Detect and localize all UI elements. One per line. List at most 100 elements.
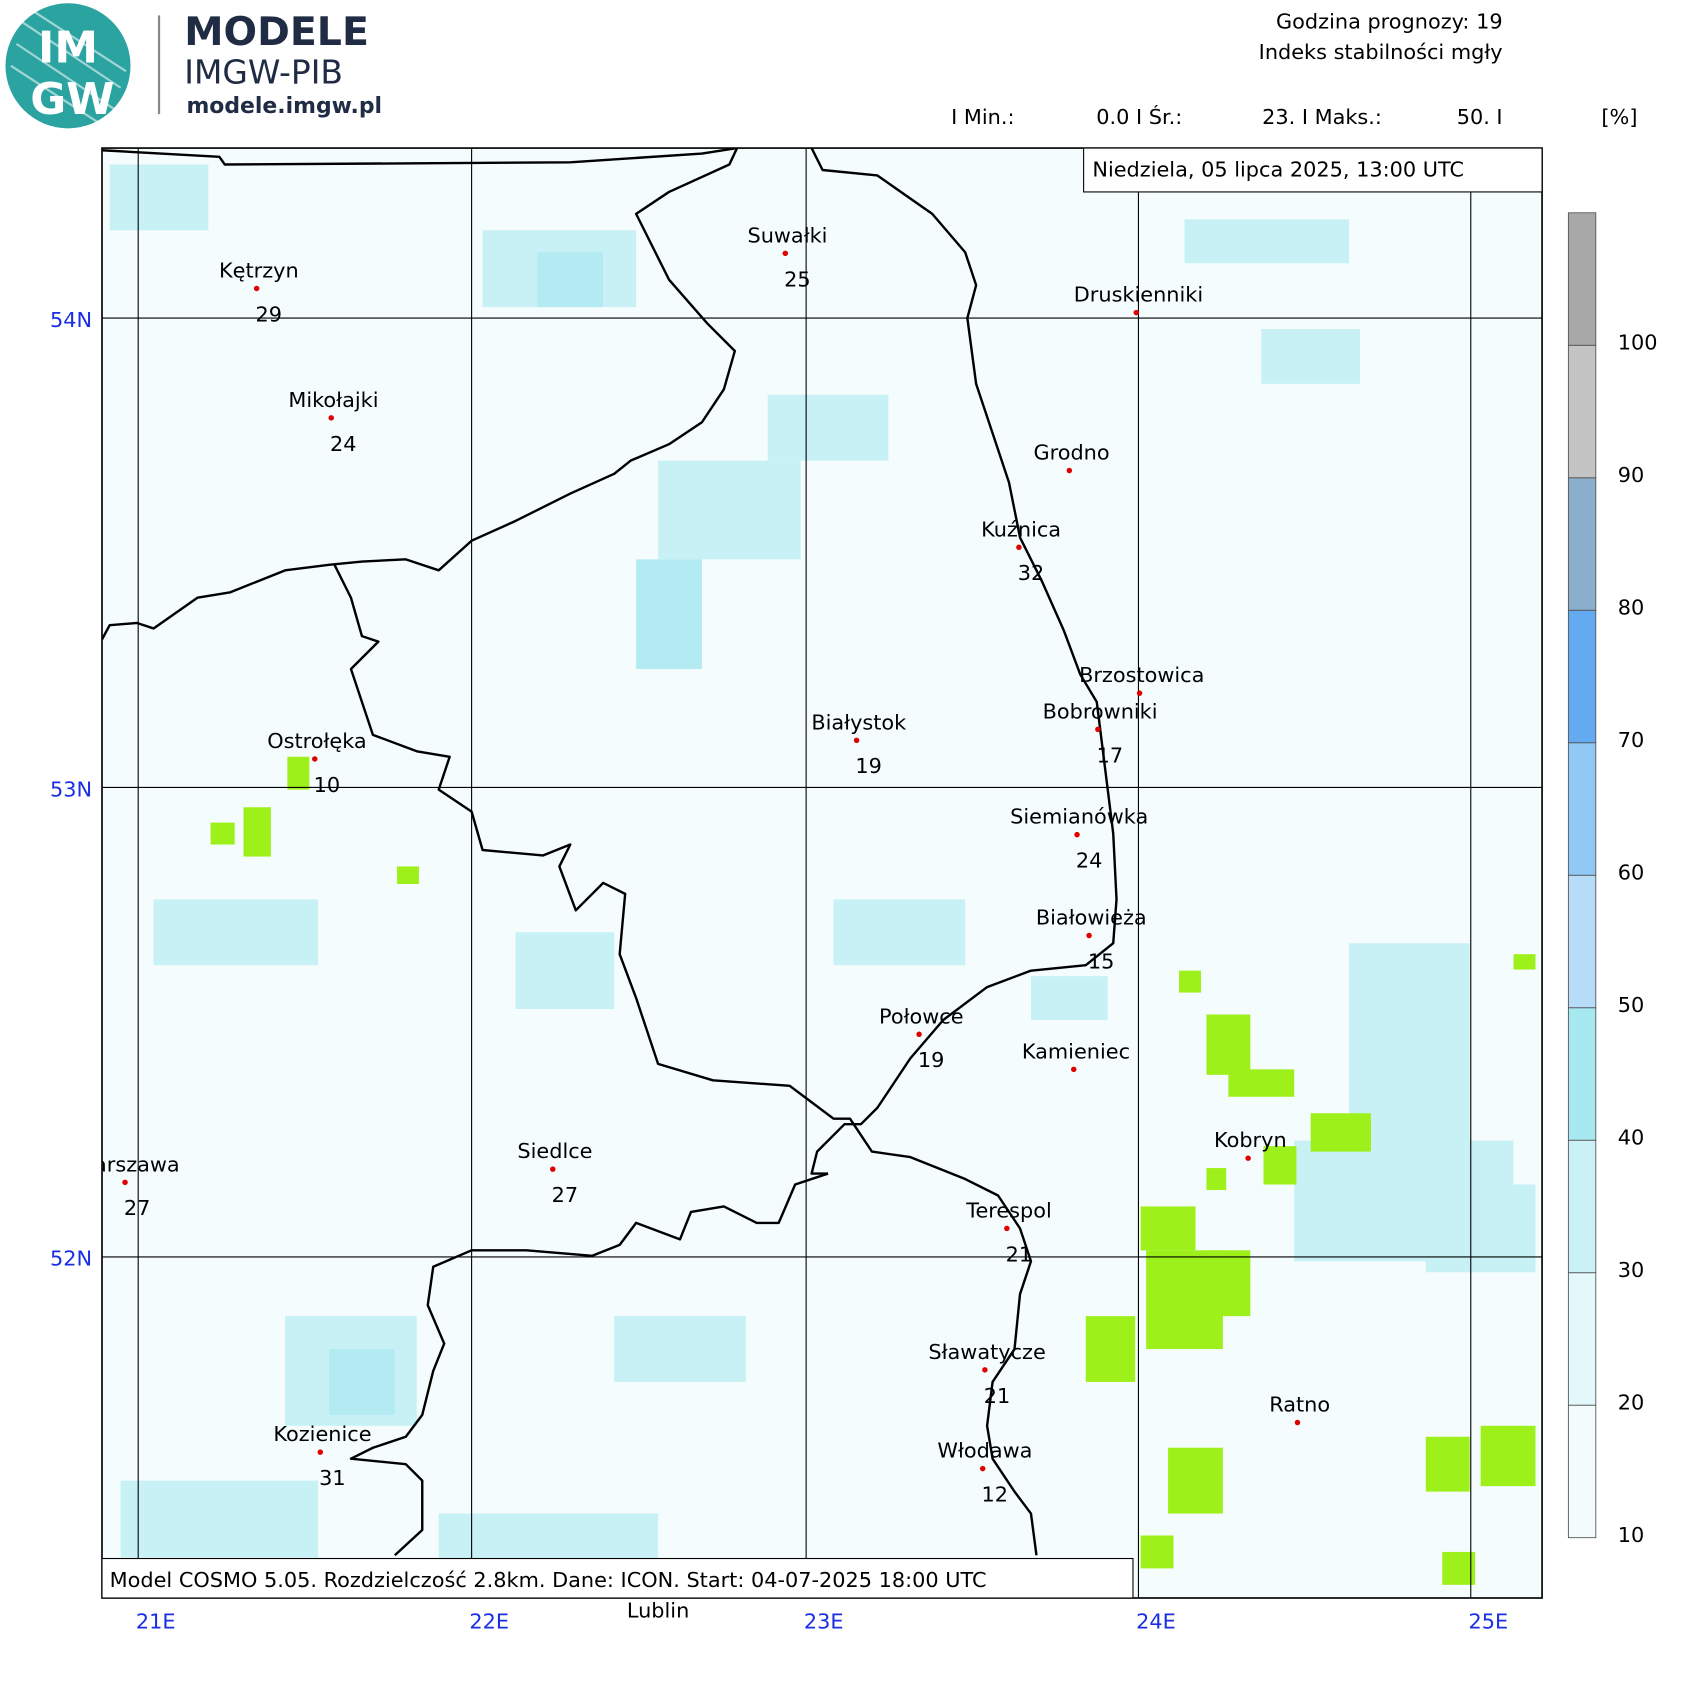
city-name: Brzostowica — [1079, 663, 1204, 687]
city-name: Połowce — [879, 1004, 964, 1028]
stat: I Min.: — [951, 105, 1014, 129]
city-dot — [1074, 831, 1080, 838]
colorbar-tick-label: 60 — [1618, 861, 1645, 885]
city-name: Kamieniec — [1022, 1039, 1130, 1063]
city-dot — [317, 1449, 323, 1455]
city-value: 29 — [255, 302, 282, 326]
longitude-label: 24E — [1136, 1610, 1176, 1634]
grid — [101, 148, 1543, 1598]
brand: MODELE — [184, 9, 369, 55]
city-dot — [982, 1367, 988, 1373]
logo: IM GW MODELE IMGW-PIB modele.imgw.pl — [5, 3, 382, 129]
city-value: 17 — [1097, 743, 1124, 767]
outside-label: Lublin — [627, 1599, 689, 1623]
map-area: Kętrzyn 29 Suwałki 25 Mikołajki 24 Druskiennik… — [75, 148, 1543, 1598]
fog-field — [109, 164, 1536, 1580]
colorbar-tick-label: 90 — [1618, 463, 1645, 487]
city-dot — [550, 1166, 556, 1172]
city-dot — [1086, 932, 1092, 939]
city-value: 19 — [918, 1048, 945, 1072]
city-name: Grodno — [1033, 441, 1109, 465]
city-dot — [916, 1031, 922, 1037]
city-name: Suwałki — [747, 223, 827, 247]
colorbar-tick-label: 20 — [1618, 1391, 1645, 1415]
city-name: Kobryn — [1214, 1128, 1287, 1152]
colorbar-tick-label: 100 — [1618, 331, 1658, 355]
forecast-hour: Godzina prognozy: 19 — [1276, 10, 1503, 34]
city-name: Druskienniki — [1074, 283, 1203, 307]
city-dot — [1294, 1419, 1301, 1426]
stat: 50. I — [1457, 105, 1503, 129]
colorbar-tick-label: 70 — [1618, 728, 1645, 752]
city-value: 25 — [784, 267, 811, 291]
city-name: Bobrowniki — [1043, 699, 1158, 723]
colorbar-segment — [1567, 874, 1597, 1009]
date-box — [1083, 147, 1543, 193]
city-value: 31 — [319, 1466, 346, 1490]
borders — [101, 148, 1118, 1557]
logo-circle — [5, 3, 131, 129]
website: modele.imgw.pl — [186, 94, 382, 119]
city-value: 15 — [1088, 949, 1115, 973]
city-dot — [1071, 1066, 1077, 1073]
city-dot — [1066, 467, 1073, 474]
city-dot — [1136, 690, 1143, 696]
colorbar-tick-label: 30 — [1618, 1258, 1645, 1282]
city-dot — [1095, 726, 1101, 733]
city-name: Warszawa — [75, 1152, 180, 1176]
footer: Model COSMO 5.05. Rozdzielczość 2.8km. D… — [110, 1568, 987, 1592]
city-name: Białystok — [811, 710, 906, 734]
unit: [%] — [1601, 105, 1637, 129]
index-name: Indeks stabilności mgły — [1259, 40, 1503, 64]
colorbar-segment — [1567, 1007, 1597, 1141]
stat: 23. I Maks.: — [1262, 105, 1382, 129]
colorbar: 10 20 30 40 50 60 70 80 90 100 — [1567, 212, 1658, 1547]
city-dot — [1245, 1155, 1251, 1161]
city-value: 24 — [330, 432, 357, 456]
longitude-label: 22E — [469, 1610, 509, 1634]
city-value: 27 — [124, 1196, 151, 1220]
latitude-label: 52N — [50, 1247, 92, 1271]
low-fog-patches — [210, 756, 1536, 1585]
colorbar-segment — [1567, 609, 1597, 744]
city-value: 21 — [1006, 1242, 1033, 1266]
stat: 0.0 I Śr.: — [1096, 104, 1182, 129]
city-name: Ostrołęka — [267, 729, 366, 753]
colorbar-segment — [1567, 1272, 1597, 1406]
city-value: 19 — [855, 754, 882, 778]
city-name: Siemianówka — [1010, 805, 1148, 829]
city-name: Sławatycze — [928, 1340, 1045, 1364]
longitude-label: 25E — [1468, 1610, 1508, 1634]
city-name: Kętrzyn — [219, 258, 299, 282]
city-name: Siedlce — [517, 1139, 592, 1163]
coordinates: 54N 53N 52N 21E 22E 23E 24E 25E — [50, 308, 1508, 1634]
city-name: Kozienice — [273, 1422, 371, 1446]
city-dot — [328, 415, 334, 421]
logo-bottom: GW — [30, 74, 114, 125]
city-value: 27 — [552, 1183, 579, 1207]
city-value: 32 — [1018, 561, 1045, 585]
city-name: Białowieża — [1036, 906, 1147, 930]
city-name: Kuźnica — [981, 517, 1061, 541]
colorbar-tick-label: 10 — [1618, 1523, 1645, 1547]
colorbar-tick-label: 40 — [1618, 1126, 1645, 1150]
city-name: Terespol — [965, 1198, 1052, 1222]
latitude-label: 53N — [50, 777, 92, 801]
date-label: Niedziela, 05 lipca 2025, 13:00 UTC — [1092, 158, 1464, 182]
colorbar-tick-label: 50 — [1618, 993, 1645, 1017]
stats: I Min.: 0.0 I Śr.: 23. I Maks.: 50. I — [951, 104, 1502, 129]
colorbar-tick-label: 80 — [1618, 596, 1645, 620]
brand-sub: IMGW-PIB — [184, 52, 343, 91]
city-dot — [1133, 309, 1139, 316]
city-value: 10 — [314, 773, 341, 797]
city-dot — [853, 737, 860, 744]
colorbar-segment — [1567, 212, 1597, 346]
city-dot — [979, 1465, 986, 1472]
city-name: Ratno — [1269, 1393, 1330, 1417]
city-dot — [782, 250, 789, 257]
footer-box — [101, 1557, 1134, 1599]
city-dot — [312, 756, 318, 762]
latitude-label: 54N — [50, 308, 92, 332]
